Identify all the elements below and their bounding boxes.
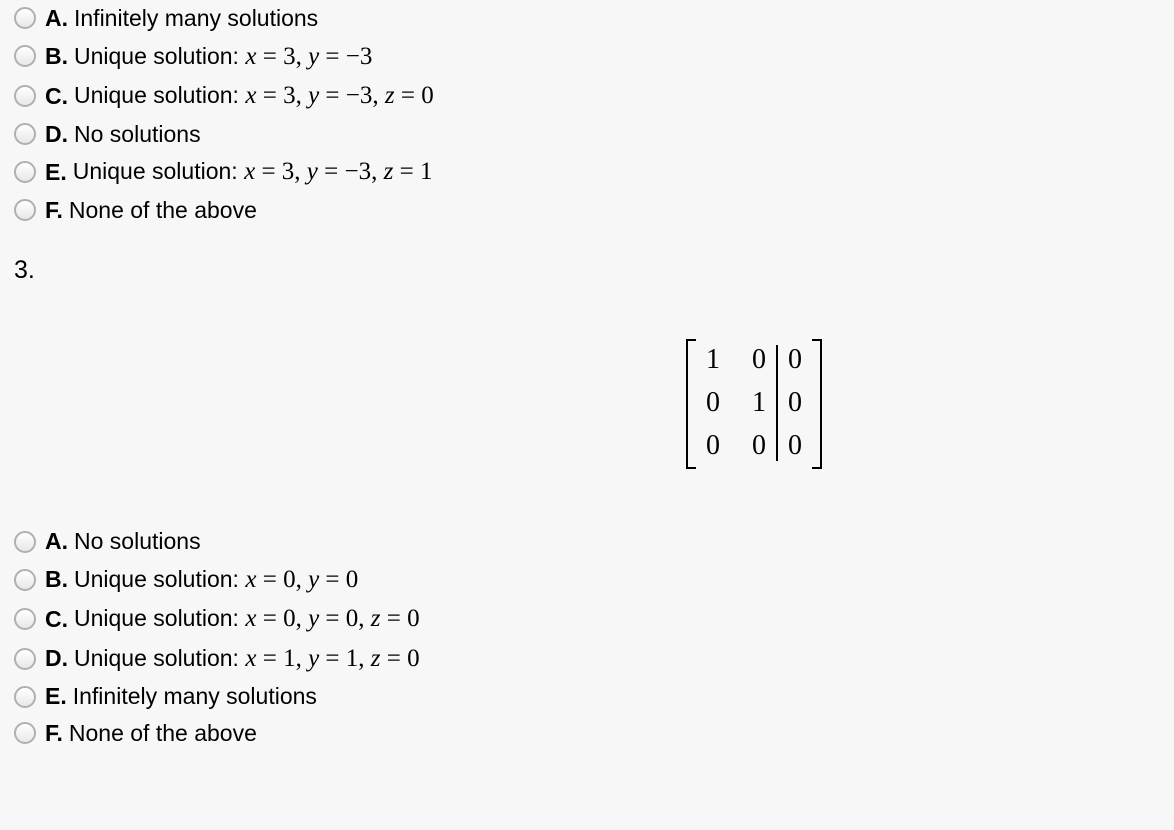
option-text: None of the above [69, 193, 257, 228]
question-number: 3. [0, 228, 1174, 293]
matrix-cell: 0 [704, 388, 722, 419]
option-row: C. Unique solution: x = 3, y = −3, z = 0 [0, 76, 1174, 116]
radio-button[interactable] [14, 722, 36, 744]
math-expression: x = 3, y = −3 [245, 43, 372, 69]
matrix-cell: 0 [750, 431, 768, 462]
matrix-container: 1 0 0 1 0 0 0 0 0 [0, 293, 1174, 523]
option-row: E. Infinitely many solutions [0, 678, 1174, 715]
math-expression: x = 3, y = −3, z = 0 [245, 82, 433, 108]
option-text: Unique solution: x = 0, y = 0 [74, 561, 358, 599]
option-prefix: Unique solution: [74, 645, 245, 671]
augmented-matrix: 1 0 0 1 0 0 0 0 0 [686, 339, 822, 467]
option-text: Unique solution: x = 3, y = −3 [74, 38, 372, 76]
radio-button[interactable] [14, 608, 36, 630]
matrix-coefficients: 1 0 0 1 0 0 [704, 345, 776, 461]
matrix-cell: 0 [786, 345, 804, 376]
matrix-cell: 0 [704, 431, 722, 462]
option-row: D. Unique solution: x = 1, y = 1, z = 0 [0, 639, 1174, 679]
option-row: D. No solutions [0, 116, 1174, 153]
radio-button[interactable] [14, 569, 36, 591]
math-expression: x = 0, y = 0, z = 0 [245, 605, 419, 631]
option-label: E. [45, 679, 67, 714]
math-expression: x = 1, y = 1, z = 0 [245, 645, 419, 671]
option-label: B. [45, 562, 68, 597]
option-row: C. Unique solution: x = 0, y = 0, z = 0 [0, 599, 1174, 639]
math-expression: x = 3, y = −3, z = 1 [244, 158, 432, 184]
option-text: Unique solution: x = 3, y = −3, z = 1 [73, 153, 433, 191]
matrix-cell: 0 [750, 345, 768, 376]
matrix-augment: 0 0 0 [776, 345, 804, 461]
option-label: F. [45, 193, 63, 228]
radio-button[interactable] [14, 45, 36, 67]
option-text: Unique solution: x = 0, y = 0, z = 0 [74, 600, 420, 638]
option-text: None of the above [69, 716, 257, 751]
option-row: B. Unique solution: x = 3, y = −3 [0, 37, 1174, 77]
radio-button[interactable] [14, 686, 36, 708]
option-label: D. [45, 117, 68, 152]
option-row: F. None of the above [0, 192, 1174, 229]
question-3-options: A. No solutions B. Unique solution: x = … [0, 523, 1174, 751]
question-2-options: A. Infinitely many solutions B. Unique s… [0, 0, 1174, 228]
option-text: Unique solution: x = 1, y = 1, z = 0 [74, 640, 420, 678]
matrix-bracket-right [810, 339, 822, 467]
option-text: Infinitely many solutions [73, 679, 317, 714]
option-label: F. [45, 716, 63, 751]
option-row: A. No solutions [0, 523, 1174, 560]
math-expression: x = 0, y = 0 [245, 566, 358, 592]
matrix-cell: 0 [786, 388, 804, 419]
radio-button[interactable] [14, 648, 36, 670]
option-text: No solutions [74, 117, 201, 152]
option-row: E. Unique solution: x = 3, y = −3, z = 1 [0, 152, 1174, 192]
matrix-cell: 1 [750, 388, 768, 419]
option-row: B. Unique solution: x = 0, y = 0 [0, 560, 1174, 600]
radio-button[interactable] [14, 7, 36, 29]
option-label: E. [45, 155, 67, 190]
matrix-cell: 1 [704, 345, 722, 376]
option-row: F. None of the above [0, 715, 1174, 752]
radio-button[interactable] [14, 531, 36, 553]
option-text: Infinitely many solutions [74, 1, 318, 36]
option-label: A. [45, 524, 68, 559]
option-label: A. [45, 1, 68, 36]
matrix-bracket-left [686, 339, 698, 467]
radio-button[interactable] [14, 161, 36, 183]
option-label: B. [45, 39, 68, 74]
option-text: Unique solution: x = 3, y = −3, z = 0 [74, 77, 434, 115]
option-prefix: Unique solution: [74, 566, 245, 592]
matrix-body: 1 0 0 1 0 0 0 0 0 [698, 339, 810, 467]
radio-button[interactable] [14, 85, 36, 107]
option-text: No solutions [74, 524, 201, 559]
option-label: D. [45, 641, 68, 676]
option-prefix: Unique solution: [74, 82, 245, 108]
matrix-cell: 0 [786, 431, 804, 462]
option-prefix: Unique solution: [73, 158, 244, 184]
option-label: C. [45, 79, 68, 114]
option-label: C. [45, 602, 68, 637]
radio-button[interactable] [14, 123, 36, 145]
option-prefix: Unique solution: [74, 43, 245, 69]
radio-button[interactable] [14, 199, 36, 221]
option-row: A. Infinitely many solutions [0, 0, 1174, 37]
option-prefix: Unique solution: [74, 605, 245, 631]
